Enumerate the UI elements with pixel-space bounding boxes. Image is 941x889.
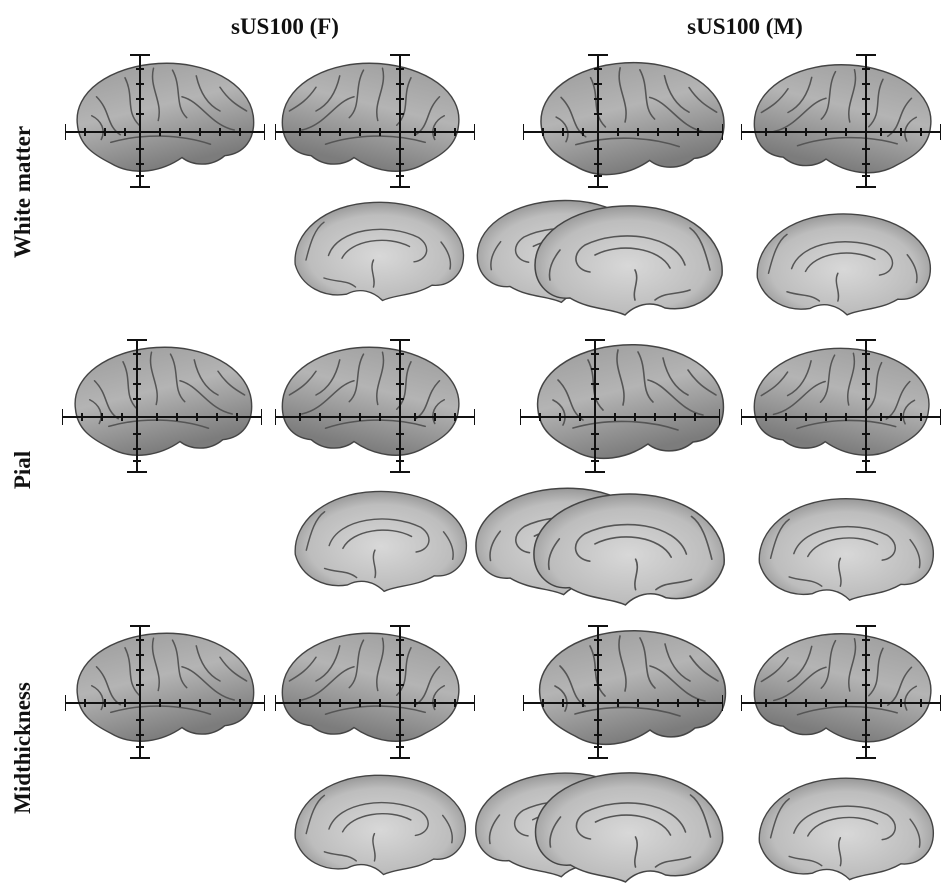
brain-medial xyxy=(535,206,722,315)
brain-medial xyxy=(295,491,466,591)
brain-medial xyxy=(759,499,933,600)
row-label: Pial xyxy=(10,451,35,489)
brain-lateral xyxy=(754,348,929,455)
brain-medial xyxy=(295,775,465,874)
row-label: Midthickness xyxy=(10,682,35,814)
brain-medial xyxy=(757,214,930,315)
figure: sUS100 (F) sUS100 (M) White matter Pial … xyxy=(0,0,941,889)
brain-lateral xyxy=(538,345,724,459)
brain-lateral xyxy=(754,65,931,173)
brain-grid xyxy=(62,54,941,882)
brain-medial xyxy=(534,494,724,605)
brain-lateral xyxy=(75,347,252,455)
column-title: sUS100 (F) xyxy=(231,14,339,39)
brain-lateral xyxy=(77,633,254,741)
brain-lateral xyxy=(540,631,726,745)
brain-lateral xyxy=(541,63,724,175)
brain-lateral xyxy=(282,633,459,741)
brain-medial xyxy=(536,773,723,882)
column-title: sUS100 (M) xyxy=(687,14,803,39)
row-label: White matter xyxy=(10,126,35,258)
brain-lateral xyxy=(754,634,931,742)
brain-lateral xyxy=(282,63,459,171)
brain-lateral xyxy=(282,347,459,455)
brain-medial xyxy=(295,202,463,300)
brain-lateral xyxy=(77,63,254,171)
brain-medial xyxy=(759,778,933,879)
